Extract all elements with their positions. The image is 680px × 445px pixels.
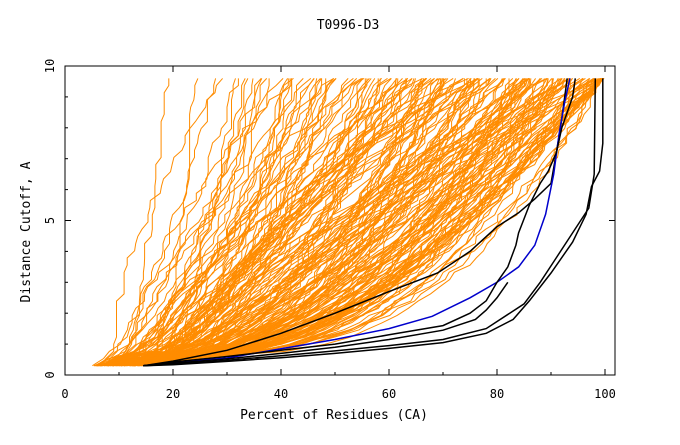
model-curve [101, 77, 602, 367]
model-curve [96, 77, 547, 367]
model-curve [93, 77, 362, 367]
model-curve [118, 78, 170, 367]
model-curve [114, 77, 409, 367]
model-curve [102, 78, 321, 367]
model-curve [99, 77, 294, 367]
x-tick-label: 40 [274, 387, 288, 401]
model-curve [105, 78, 239, 366]
model-curve [103, 78, 312, 367]
model-curve [132, 77, 586, 367]
model-curve [116, 78, 548, 367]
highlight-curve [143, 78, 597, 367]
highlight-curves-layer [143, 78, 604, 367]
y-tick-label: 0 [43, 371, 57, 378]
model-curve [137, 77, 602, 367]
model-curve [97, 78, 591, 367]
model-curve [104, 78, 472, 367]
model-curve [111, 78, 604, 367]
model-curve [116, 78, 503, 367]
model-curve [112, 78, 604, 367]
model-curve [124, 78, 601, 367]
model-curve [132, 78, 423, 367]
model-curve [97, 78, 472, 367]
model-curve [95, 77, 469, 367]
highlight-curve [143, 78, 604, 367]
model-curve [101, 77, 447, 367]
model-curve [118, 78, 337, 367]
model-curve [129, 78, 574, 367]
model-curve [95, 78, 602, 367]
y-axis-label: Distance Cutoff, A [19, 161, 34, 302]
x-tick-label: 0 [61, 387, 68, 401]
model-curve [112, 78, 571, 367]
model-curve [100, 78, 601, 367]
x-axis-label: Percent of Residues (CA) [240, 408, 428, 423]
model-curve [92, 78, 217, 367]
model-curve [110, 78, 284, 367]
y-tick-label: 5 [43, 217, 57, 224]
model-curve [126, 78, 565, 367]
model-curve [109, 78, 416, 367]
x-tick-label: 80 [490, 387, 504, 401]
model-curve [126, 78, 415, 367]
y-tick-label: 10 [43, 59, 57, 73]
model-curve [120, 78, 605, 367]
model-curve [127, 78, 403, 367]
model-curve [93, 77, 597, 367]
model-curve [132, 77, 603, 367]
model-curve [96, 78, 480, 367]
model-curve [107, 78, 602, 367]
model-curve [134, 77, 581, 367]
model-curve [104, 78, 584, 367]
model-curve [120, 78, 441, 367]
model-curve [111, 78, 363, 367]
x-tick-label: 20 [166, 387, 180, 401]
model-curve [95, 78, 254, 367]
highlight-curve [143, 78, 577, 367]
model-curve [100, 77, 464, 367]
model-curve [140, 78, 291, 367]
model-curve [126, 78, 524, 367]
model-curve [117, 78, 605, 367]
model-curve [108, 77, 594, 367]
model-curve [98, 78, 399, 367]
model-curve [135, 78, 322, 367]
model-curve [125, 77, 569, 367]
model-curve [96, 78, 599, 367]
chart-title: T0996-D3 [317, 18, 380, 33]
model-curve [99, 78, 223, 367]
curves-layer [92, 77, 605, 367]
model-curve [126, 78, 573, 367]
model-curve [96, 78, 478, 367]
model-curve [119, 78, 492, 367]
axis-ticks: 0 20 40 60 80 100 0 5 10 [43, 59, 616, 401]
model-curve [123, 78, 602, 367]
highlight-curve [143, 281, 509, 367]
x-tick-label: 100 [594, 387, 616, 401]
model-curve [100, 77, 423, 367]
x-tick-label: 60 [382, 387, 396, 401]
